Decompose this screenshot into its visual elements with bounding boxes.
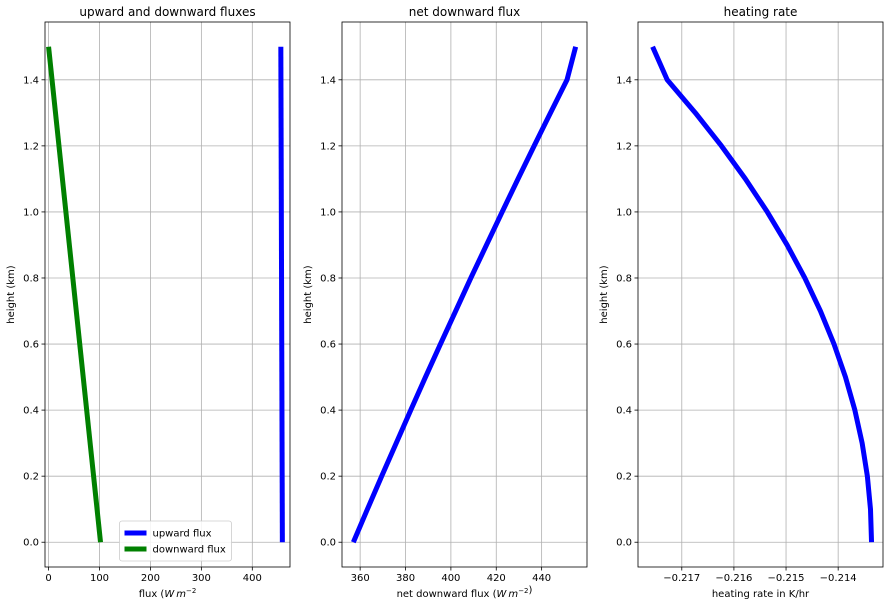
- x-axis-label: flux (W m−2: [139, 587, 197, 600]
- y-tick-label: 0.2: [616, 472, 632, 483]
- y-tick-label: 1.4: [23, 75, 39, 86]
- subplot-3: −0.217 −0.216 −0.215 −0.214 0.0 0.2 0.4 0.6 0.8 1…: [599, 5, 884, 600]
- x-tick-label: −0.214: [820, 573, 857, 584]
- y-tick-label: 1.0: [616, 207, 632, 218]
- axes-frame: [341, 21, 588, 568]
- x-tick-label: 440: [532, 573, 551, 584]
- x-tick-label: 0: [45, 573, 51, 584]
- chart-title: net downward flux: [409, 5, 520, 19]
- y-tick-label: 1.2: [616, 141, 632, 152]
- x-tick-label: −0.215: [768, 573, 805, 584]
- axes-frame: [44, 21, 291, 568]
- y-tick-label: 0.0: [23, 538, 39, 549]
- y-tick-label: 1.0: [23, 207, 39, 218]
- y-tick-label: 0.0: [616, 538, 632, 549]
- x-axis-label: heating rate in K/hr: [712, 589, 810, 600]
- y-tick-label: 1.0: [320, 207, 336, 218]
- axes-frame: [637, 21, 884, 568]
- x-tick-label: 200: [141, 573, 160, 584]
- y-tick-label: 0.4: [616, 406, 632, 417]
- y-tick-label: 0.2: [320, 472, 336, 483]
- x-tick-label: −0.216: [715, 573, 752, 584]
- y-tick-label: 1.4: [616, 75, 632, 86]
- y-tick-label: 1.2: [320, 141, 336, 152]
- y-tick-label: 1.4: [320, 75, 336, 86]
- x-tick-label: 420: [487, 573, 506, 584]
- y-tick-label: 0.8: [616, 273, 632, 284]
- subplot-1: 0 100 200 300 400 0.0 0.2 0.4 0.6 0.8 1.0 1.2 1.4 upw…: [6, 5, 291, 600]
- legend: upward flux downward flux: [119, 520, 232, 562]
- series-line: [650, 45, 875, 543]
- chart-title: upward and downward fluxes: [79, 5, 255, 19]
- subplot-2: 360 380 400 420 440 0.0 0.2 0.4 0.6 0.8 1.0 1.2 1.4 n…: [303, 5, 588, 600]
- series-line: [351, 46, 579, 544]
- y-axis-label: height (km): [6, 265, 17, 323]
- y-tick-label: 0.4: [320, 406, 336, 417]
- series-line-upward-flux: [278, 46, 285, 543]
- y-tick-label: 0.0: [320, 538, 336, 549]
- x-tick-label: 400: [243, 573, 262, 584]
- y-tick-label: 0.4: [23, 406, 39, 417]
- x-tick-label: 100: [90, 573, 109, 584]
- y-tick-label: 0.8: [23, 273, 39, 284]
- y-tick-label: 0.6: [23, 340, 39, 351]
- x-tick-label: 360: [351, 573, 370, 584]
- y-axis-label: height (km): [599, 265, 610, 323]
- chart-title: heating rate: [724, 5, 798, 19]
- x-tick-label: 380: [396, 573, 415, 584]
- y-tick-label: 0.8: [320, 273, 336, 284]
- x-tick-label: −0.217: [663, 573, 700, 584]
- series-line-downward-flux: [46, 46, 104, 543]
- y-tick-label: 1.2: [23, 141, 39, 152]
- y-axis-label: height (km): [303, 265, 314, 323]
- y-tick-label: 0.6: [320, 340, 336, 351]
- x-tick-label: 300: [192, 573, 211, 584]
- legend-box: [119, 520, 232, 562]
- x-axis-label: net downward flux (W m−2): [397, 585, 533, 600]
- x-tick-label: 400: [441, 573, 460, 584]
- y-tick-label: 0.2: [23, 472, 39, 483]
- y-tick-label: 0.6: [616, 340, 632, 351]
- legend-label: downward flux: [153, 545, 226, 556]
- legend-label: upward flux: [153, 529, 212, 540]
